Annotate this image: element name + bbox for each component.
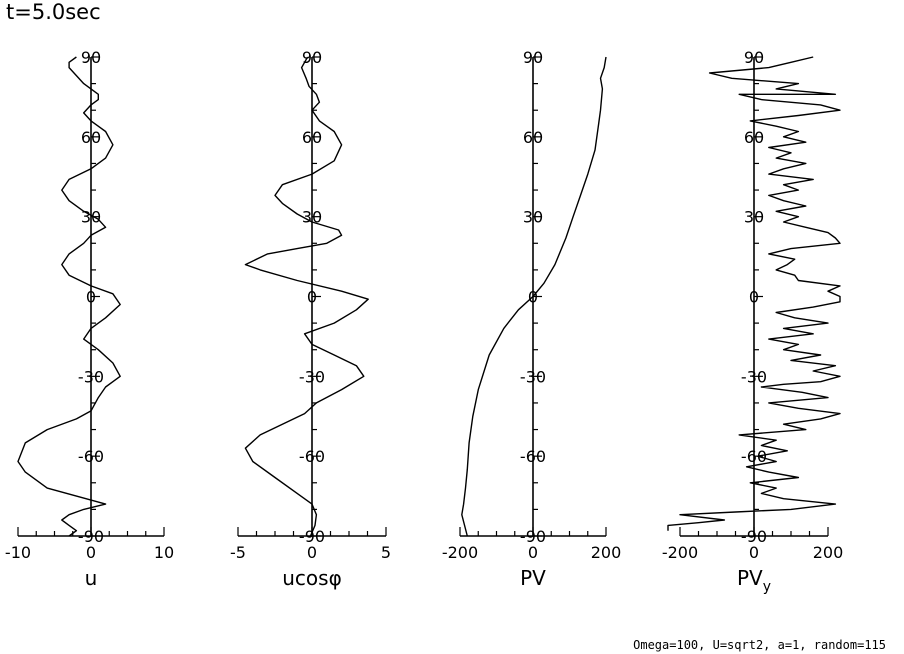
chart-title: t=5.0sec — [6, 0, 101, 24]
y-tick-label: 90 — [523, 48, 543, 67]
y-tick-label: 60 — [81, 128, 101, 147]
x-tick-label: -200 — [662, 543, 698, 562]
x-tick-label: 0 — [749, 543, 759, 562]
y-tick-label: -90 — [520, 527, 546, 546]
x-tick-label: 0 — [307, 543, 317, 562]
x-tick-label: 0 — [86, 543, 96, 562]
y-tick-label: 30 — [744, 208, 764, 227]
y-tick-label: 0 — [86, 288, 96, 307]
y-tick-label: -90 — [741, 527, 767, 546]
x-tick-label: 200 — [813, 543, 844, 562]
y-tick-label: 90 — [81, 48, 101, 67]
y-tick-label: -30 — [78, 367, 104, 386]
y-tick-label: -60 — [520, 447, 546, 466]
y-tick-label: -90 — [299, 527, 325, 546]
series-line — [17, 56, 121, 537]
y-tick-label: 0 — [307, 288, 317, 307]
x-tick-label: 10 — [154, 543, 174, 562]
series-line — [667, 56, 841, 531]
y-tick-label: -90 — [78, 527, 104, 546]
y-tick-label: 60 — [523, 128, 543, 147]
x-axis-label: PV — [520, 566, 546, 590]
x-tick-label: -10 — [5, 543, 31, 562]
x-axis-label: ucosφ — [282, 566, 342, 590]
y-tick-label: -60 — [741, 447, 767, 466]
series-line — [461, 56, 607, 537]
x-tick-label: -200 — [442, 543, 478, 562]
y-tick-label: -30 — [741, 367, 767, 386]
x-tick-label: 5 — [381, 543, 391, 562]
y-tick-label: -30 — [299, 367, 325, 386]
x-tick-label: 0 — [528, 543, 538, 562]
y-tick-label: 90 — [744, 48, 764, 67]
y-tick-label: -60 — [299, 447, 325, 466]
y-tick-label: 60 — [744, 128, 764, 147]
y-tick-label: 0 — [749, 288, 759, 307]
y-tick-label: -30 — [520, 367, 546, 386]
x-tick-label: -5 — [230, 543, 246, 562]
y-tick-label: 30 — [302, 208, 322, 227]
u-panel: 90 60 30 0 -30 -60 -90 -10 0 10 u — [5, 48, 174, 590]
x-axis-label: PVy — [737, 566, 771, 595]
x-axis-label: u — [85, 566, 98, 590]
y-tick-label: 90 — [302, 48, 322, 67]
x-tick-label: 200 — [591, 543, 622, 562]
y-tick-label: 30 — [523, 208, 543, 227]
y-tick-label: 30 — [81, 208, 101, 227]
series-line — [244, 56, 369, 537]
parameters-caption: Omega=100, U=sqrt2, a=1, random=115 — [633, 638, 886, 652]
pvy-panel: 90 60 30 0 -30 -60 -90 -200 0 200 PVy — [662, 48, 843, 595]
y-tick-label: 60 — [302, 128, 322, 147]
y-tick-label: -60 — [78, 447, 104, 466]
ucos-panel: 90 60 30 0 -30 -60 -90 -5 0 5 ucosφ — [230, 48, 391, 590]
